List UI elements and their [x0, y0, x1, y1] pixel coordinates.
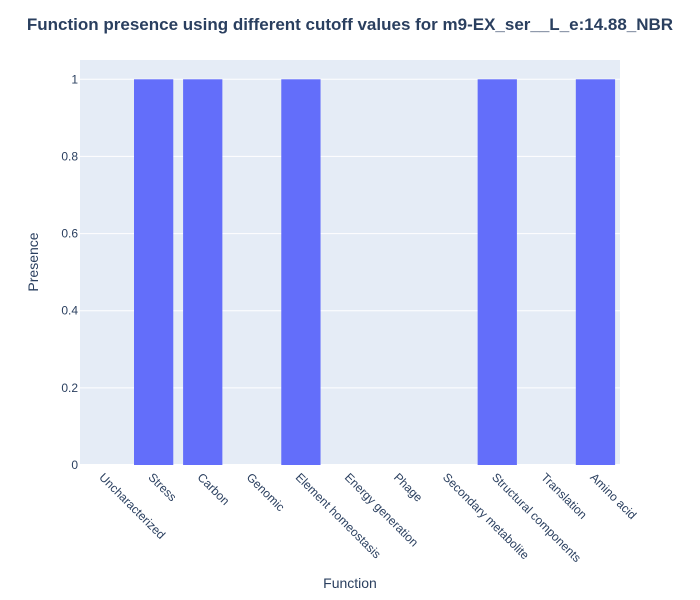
x-tick-label: Structural components [489, 470, 584, 565]
bar [281, 79, 321, 466]
x-tick-label: Stress [146, 470, 180, 504]
x-tick-label: Secondary metabolite [440, 470, 532, 562]
x-tick-label: Amino acid [587, 470, 639, 522]
y-axis-ticks: 0 0.2 0.4 0.6 0.8 1 [61, 72, 78, 472]
x-axis-title: Function [323, 575, 377, 591]
x-tick-label: Phage [391, 470, 426, 505]
y-tick-label: 0.8 [61, 149, 78, 163]
y-tick-label: 0.2 [61, 381, 78, 395]
x-tick-label: Translation [538, 470, 590, 522]
bar [477, 79, 517, 466]
bar [575, 79, 616, 466]
y-tick-label: 0.6 [61, 227, 78, 241]
y-axis-title: Presence [25, 232, 41, 291]
bar [183, 79, 223, 466]
bars [134, 79, 616, 466]
chart-title: Function presence using different cutoff… [27, 15, 673, 34]
y-tick-label: 0.4 [61, 304, 78, 318]
y-tick-label: 1 [71, 72, 78, 86]
x-tick-label: Carbon [195, 470, 233, 508]
y-tick-label: 0 [71, 458, 78, 472]
x-tick-label: Genomic [244, 470, 288, 514]
x-tick-label: Element homeostasis [293, 470, 384, 561]
bar [134, 79, 174, 466]
